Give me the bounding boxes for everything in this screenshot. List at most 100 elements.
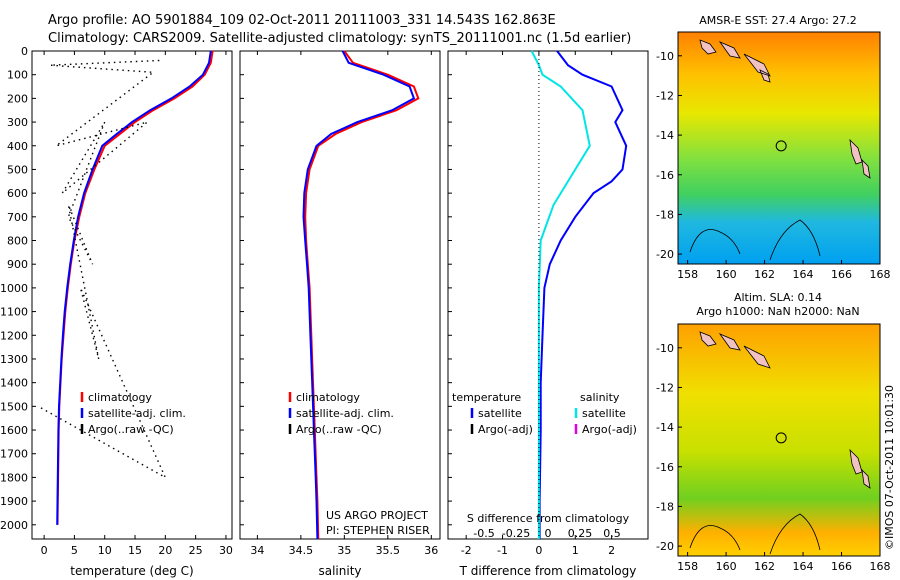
temperature-ytick-label: 1200: [0, 329, 28, 342]
temperature-ytick-label: 1700: [0, 448, 28, 461]
temperature-ytick-label: 1900: [0, 495, 28, 508]
salinity-xtick-label: 34.5: [289, 544, 314, 557]
difference-axes-frame: [447, 50, 649, 540]
salinity-axes-frame: [239, 50, 441, 540]
sla_map-ytick-label: -14: [656, 421, 674, 434]
temperature-xtick-label: 5: [71, 544, 78, 557]
temperature-ytick-label: 800: [7, 235, 28, 248]
temperature-ytick-label: 600: [7, 187, 28, 200]
temperature-xtick-label: 15: [128, 544, 142, 557]
temperature-xtick-label: 0: [41, 544, 48, 557]
difference-top-xtick-label: -0.5: [473, 527, 494, 540]
difference-xtick-label: 1: [572, 544, 579, 557]
salinity-series-1: [302, 50, 416, 540]
sst_map-xtick-label: 158: [677, 268, 698, 281]
salinity-panel: 34 34.5 35 35.5 36 salinity climatology satelli…: [239, 50, 441, 578]
temperature-xtick-label: 20: [158, 544, 172, 557]
sst_map-ytick-label: -14: [656, 129, 674, 142]
sla_map-ytick-label: -20: [656, 540, 674, 553]
difference-xtick-label: -2: [461, 544, 472, 557]
temperature-ytick-label: 1300: [0, 353, 28, 366]
sla_map-xtick-label: 160: [716, 560, 737, 573]
sst-island-shapes-east: [849, 138, 871, 179]
temperature-xlabel: temperature (deg C): [70, 564, 193, 578]
difference-series-0: [538, 50, 628, 539]
salinity-xtick-label: 34: [250, 544, 264, 557]
temperature-legend-label: climatology: [88, 391, 152, 404]
temperature-ytick-label: 1400: [0, 377, 28, 390]
temperature-xtick-label: 10: [98, 544, 112, 557]
sla-bathymetry-contours: [689, 513, 821, 555]
temperature-ytick-label: 900: [7, 258, 28, 271]
sla_map-ytick-label: -12: [656, 381, 674, 394]
difference-xtick-label: 2: [608, 544, 615, 557]
sst-map: 158 160 162 164 166 168 -10 -12 -14 -16 -18 -20: [656, 31, 891, 281]
temperature-ytick-label: 1500: [0, 400, 28, 413]
salinity-legend-label: satellite-adj. clim.: [296, 407, 394, 420]
sst-bathymetry-contours: [689, 219, 821, 261]
temperature-ytick-label: 500: [7, 163, 28, 176]
temperature-series-2: [37, 59, 167, 480]
difference-top-xtick-label: 0.5: [603, 527, 621, 540]
difference-legend-label: Argo(-adj): [478, 423, 533, 436]
difference-legend-label: satellite: [478, 407, 522, 420]
difference-xtick-label: 0: [535, 544, 542, 557]
sst_map-ytick-label: -20: [656, 248, 674, 261]
salinity-xtick-label: 35.5: [376, 544, 401, 557]
sla_map-xtick-label: 158: [677, 560, 698, 573]
salinity-annotation: PI: STEPHEN RISER: [326, 524, 430, 537]
temperature-ytick-label: 1600: [0, 424, 28, 437]
temperature-panel: 0 5 10 15 20 25 300100200300400500600700800900…: [0, 45, 233, 578]
difference-series-1: [530, 50, 591, 539]
temperature-xtick-label: 25: [189, 544, 203, 557]
salinity-xtick-label: 35: [337, 544, 351, 557]
sst_map-ytick-label: -16: [656, 169, 674, 182]
temperature-ytick-label: 700: [7, 211, 28, 224]
sst_map-xtick-label: 168: [870, 268, 891, 281]
temperature-ytick-label: 1000: [0, 282, 28, 295]
temperature-ytick-label: 2000: [0, 519, 28, 532]
difference-top-xtick-label: 0.25: [568, 527, 593, 540]
difference-legend-title-left: temperature: [452, 391, 521, 404]
sst-map-title: AMSR-E SST: 27.4 Argo: 27.2: [699, 14, 857, 27]
header-line1: Argo profile: AO 5901884_109 02-Oct-2011…: [48, 13, 556, 28]
sla_map-ytick-label: -18: [656, 500, 674, 513]
salinity-xlabel: salinity: [318, 564, 361, 578]
sst_map-ytick-label: -12: [656, 89, 674, 102]
sla_map-xtick-label: 166: [831, 560, 852, 573]
sla-map-title-line1: Altim. SLA: 0.14: [734, 291, 822, 304]
sla_map-xtick-label: 168: [870, 560, 891, 573]
sst_map-xtick-label: 162: [754, 268, 775, 281]
difference-xlabel: T difference from climatology: [459, 564, 637, 578]
salinity-legend-label: climatology: [296, 391, 360, 404]
sla_map-xtick-label: 162: [754, 560, 775, 573]
sst-island-shapes: [699, 39, 771, 83]
difference-top-xlabel: S difference from climatology: [467, 512, 630, 525]
sla_map-xtick-label: 164: [793, 560, 814, 573]
sst_map-xtick-label: 166: [831, 268, 852, 281]
sst_map-xtick-label: 160: [716, 268, 737, 281]
sla-map-field: [677, 323, 881, 557]
temperature-ytick-label: 1800: [0, 471, 28, 484]
temperature-legend-label: satellite-adj. clim.: [88, 407, 186, 420]
salinity-annotation: US ARGO PROJECT: [326, 509, 428, 522]
sla_map-ytick-label: -16: [656, 461, 674, 474]
difference-xtick-label: -1: [497, 544, 508, 557]
difference-panel: -2 -1 0 1 2 T difference from climatology temp…: [447, 50, 649, 578]
temperature-ytick-label: 200: [7, 92, 28, 105]
difference-top-xtick-label: 0: [545, 527, 552, 540]
salinity-xtick-label: 36: [424, 544, 438, 557]
temperature-xtick-label: 30: [219, 544, 233, 557]
sla-island-shapes: [699, 331, 771, 369]
sla-map: 158 160 162 164 166 168 -10 -12 -14 -16 -18 -20: [656, 323, 891, 573]
sla-map-title-line2: Argo h1000: NaN h2000: NaN: [696, 305, 859, 318]
sst_map-argo-marker: [775, 140, 787, 152]
header-line2: Climatology: CARS2009. Satellite-adjuste…: [48, 31, 631, 46]
temperature-series-1: [56, 50, 212, 525]
temperature-legend-label: Argo(..raw -QC): [88, 423, 174, 436]
temperature-ytick-label: 300: [7, 116, 28, 129]
sla_map-ytick-label: -10: [656, 342, 674, 355]
sst-map-field: [677, 31, 881, 265]
temperature-ytick-label: 100: [7, 69, 28, 82]
